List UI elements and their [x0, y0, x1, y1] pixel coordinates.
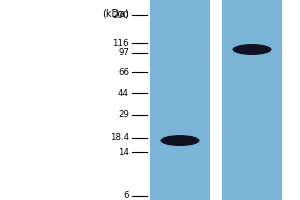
Bar	[213, 0, 219, 200]
Text: 6: 6	[124, 191, 129, 200]
Text: 29: 29	[118, 110, 129, 119]
Text: 116: 116	[112, 39, 129, 48]
Text: 97: 97	[118, 48, 129, 57]
Text: 18.4: 18.4	[110, 133, 129, 142]
Bar	[150, 0, 210, 200]
Text: 66: 66	[118, 68, 129, 77]
Ellipse shape	[160, 135, 200, 146]
Text: 14: 14	[118, 148, 129, 157]
Text: (kDa): (kDa)	[102, 8, 129, 18]
Text: 200: 200	[112, 11, 129, 20]
Text: 44: 44	[118, 89, 129, 98]
Bar	[222, 0, 282, 200]
Ellipse shape	[232, 44, 272, 55]
